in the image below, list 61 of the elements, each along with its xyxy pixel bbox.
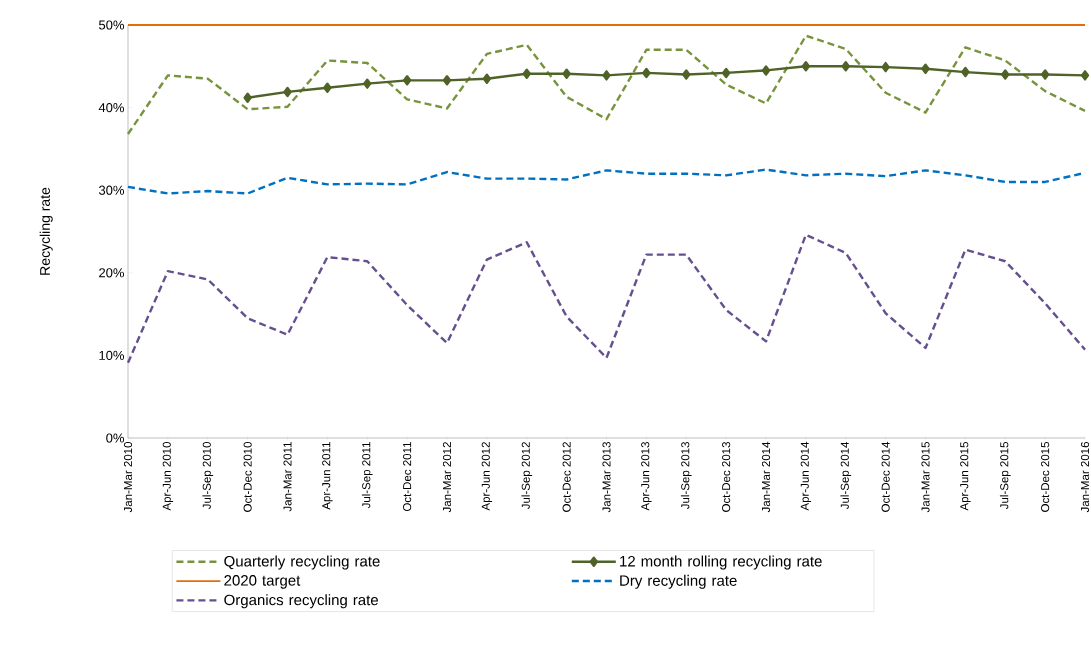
x-tick-label: Jan-Mar 2011 [283,442,292,512]
y-tick-label: 20% [99,268,125,278]
point [1040,69,1050,80]
x-tick-label: Jul-Sep 2015 [999,442,1011,510]
x-tick-label: Jul-Sep 2011 [361,442,373,509]
point [1080,70,1090,81]
point [363,78,372,89]
point [522,68,531,79]
point [283,86,292,98]
x-tick-label: Jan-Mar 2014 [761,441,771,513]
x-tick-label: Oct-Dec 2013 [722,442,731,512]
point [721,67,731,79]
point [1001,69,1010,80]
x-tick-label: Jul-Sep 2010 [202,441,214,510]
y-tick-label: 40% [98,103,125,113]
line-series [126,34,1087,136]
point [602,70,611,81]
point [801,61,811,72]
x-tick-label: Apr-Jun 2015 [960,442,971,511]
x-tick-label: Jan-Mar 2016 [1080,442,1090,513]
x-tick-label: Jul-Sep 2013 [680,442,692,510]
y-tick-label: 50% [98,20,125,30]
point [243,92,252,103]
x-tick-label: Jan-Mar 2015 [921,442,930,513]
point [482,73,492,84]
x-tick-label: Oct-Dec 2010 [243,441,252,512]
y-axis-title: Recycling rate [39,187,53,275]
point [841,61,850,72]
x-tick-label: Apr-Jun 2010 [162,441,174,511]
legend-label: Dry recycling rate [620,574,737,589]
point [682,69,691,80]
line-series [126,233,1087,365]
legend-label: 2020 target [224,575,301,589]
point [642,67,651,79]
x-tick-label: Jan-Mar 2010 [123,441,133,513]
point [761,65,771,76]
x-tick-label: Oct-Dec 2012 [562,442,571,512]
y-tick-label: 10% [99,350,125,360]
x-tick-label: Oct-Dec 2015 [1041,442,1050,512]
point [961,66,970,78]
point [881,61,890,73]
x-tick-label: Apr-Jun 2014 [800,441,812,511]
legend-label: Organics recycling rate [224,594,378,609]
x-tick-label: Apr-Jun 2013 [641,442,652,511]
legend-label: Quarterly recycling rate [224,555,380,570]
point [562,68,571,79]
y-tick-label: 0% [106,433,125,443]
point [402,75,412,86]
y-tick-label: 30% [98,185,125,195]
point [921,63,930,74]
x-tick-label: Jan-Mar 2012 [442,442,452,513]
x-tick-label: Oct-Dec 2011 [403,442,412,512]
legend-label: 12 month rolling recycling rate [620,555,822,570]
point [442,75,452,86]
x-tick-label: Jul-Sep 2012 [521,442,533,510]
x-tick-label: Apr-Jun 2012 [481,442,493,511]
x-tick-label: Apr-Jun 2011 [322,442,333,510]
x-tick-label: Jan-Mar 2013 [602,442,611,513]
point [323,82,332,93]
x-tick-label: Jul-Sep 2014 [840,441,852,510]
x-tick-label: Oct-Dec 2014 [881,441,890,512]
